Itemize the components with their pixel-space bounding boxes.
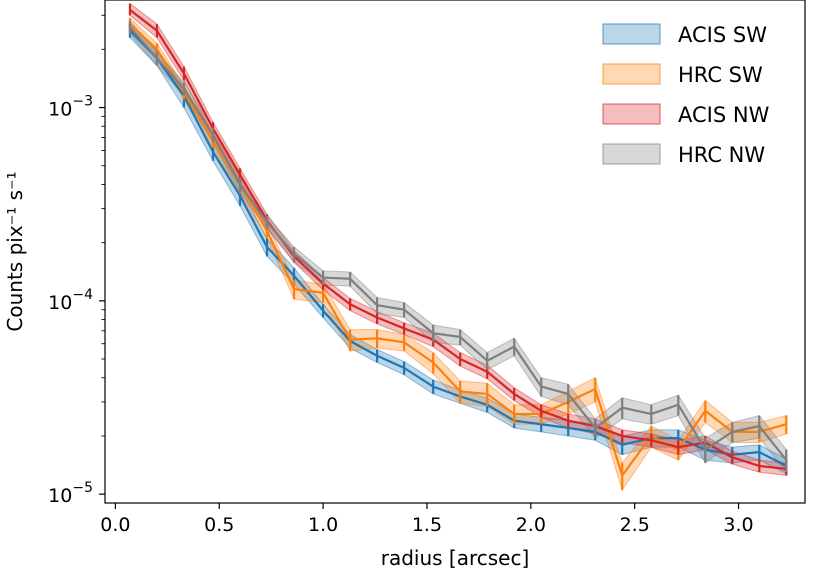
y-tick-label: 10−5 (48, 480, 93, 507)
legend-label-acis-nw: ACIS NW (678, 103, 770, 127)
legend-swatch-hrc-sw (602, 63, 661, 85)
x-tick-label: 0.0 (100, 514, 130, 536)
band-hrc-nw (129, 19, 787, 474)
x-axis-label: radius [arcsec] (381, 546, 530, 570)
x-axis-ticks: 0.0 0.5 1.0 1.5 2.0 2.5 3.0 (100, 503, 754, 536)
x-tick-label: 1.5 (412, 514, 442, 536)
legend-label-acis-sw: ACIS SW (678, 23, 767, 47)
y-axis-label: Counts pix⁻¹ s⁻¹ (3, 171, 27, 331)
plot-frame (104, 0, 806, 504)
y-tick-label: 10−3 (48, 94, 93, 121)
y-axis-ticks: 10−5 10−4 10−3 (48, 14, 105, 507)
line-hrc-sw (129, 23, 787, 477)
legend-label-hrc-nw: HRC NW (678, 143, 765, 167)
y-tick-label: 10−4 (48, 287, 93, 314)
legend-label-hrc-sw: HRC SW (678, 63, 763, 87)
legend: ACIS SW HRC SW ACIS NW HRC NW (602, 23, 770, 167)
x-tick-label: 0.5 (204, 514, 234, 536)
band-acis-sw (129, 22, 787, 475)
series-lines (128, 3, 788, 491)
legend-swatch-acis-nw (602, 103, 661, 125)
x-tick-label: 2.0 (516, 514, 546, 536)
legend-swatch-hrc-nw (602, 143, 661, 165)
legend-swatch-acis-sw (602, 23, 661, 45)
x-tick-label: 1.0 (308, 514, 338, 536)
x-tick-label: 2.5 (620, 514, 650, 536)
x-tick-label: 3.0 (723, 514, 753, 536)
